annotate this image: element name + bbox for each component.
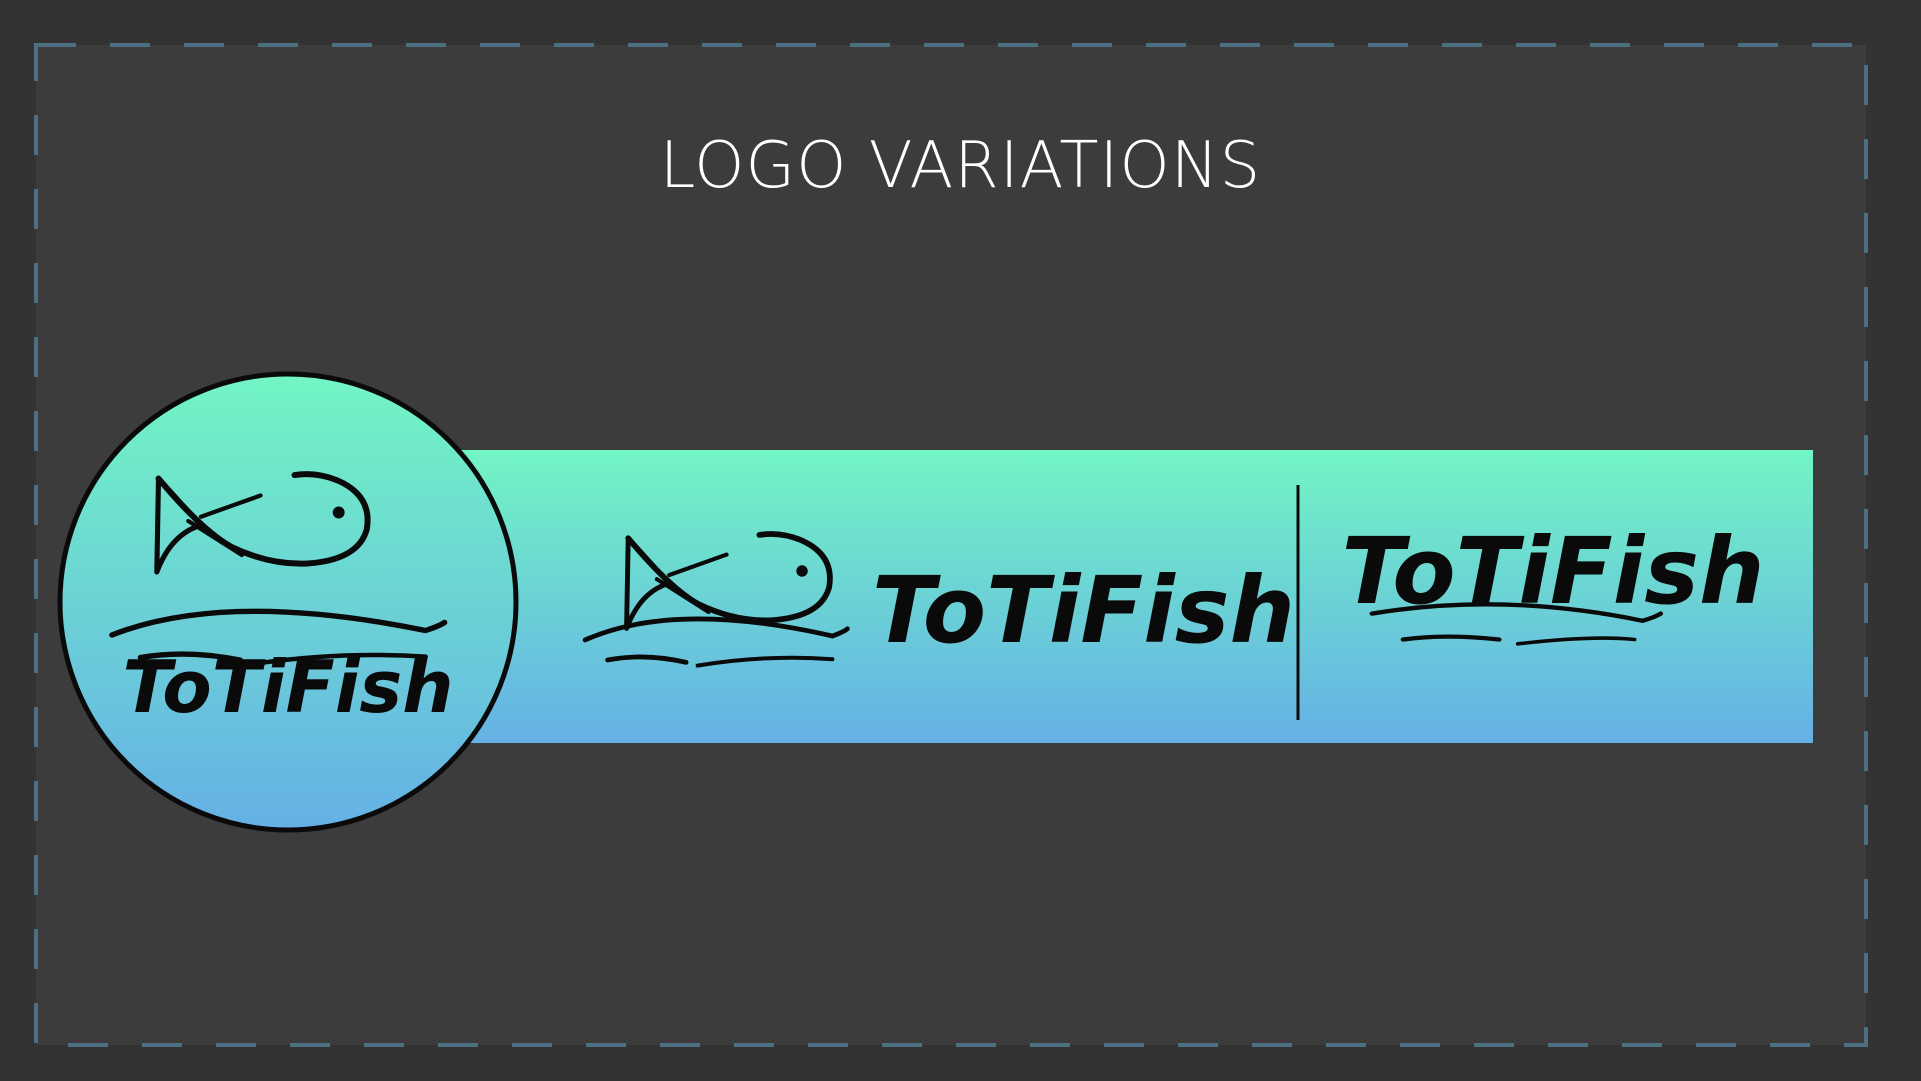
wave-icon — [1369, 602, 1664, 646]
circle-logo-wordmark: ToTiFish — [122, 645, 453, 729]
horizontal-logo-band — [430, 450, 1813, 743]
circle-badge — [57, 371, 519, 833]
page-title: LOGO VARIATIONS — [659, 129, 1262, 203]
horizontal-logo-wordmark: ToTiFish — [872, 557, 1295, 664]
